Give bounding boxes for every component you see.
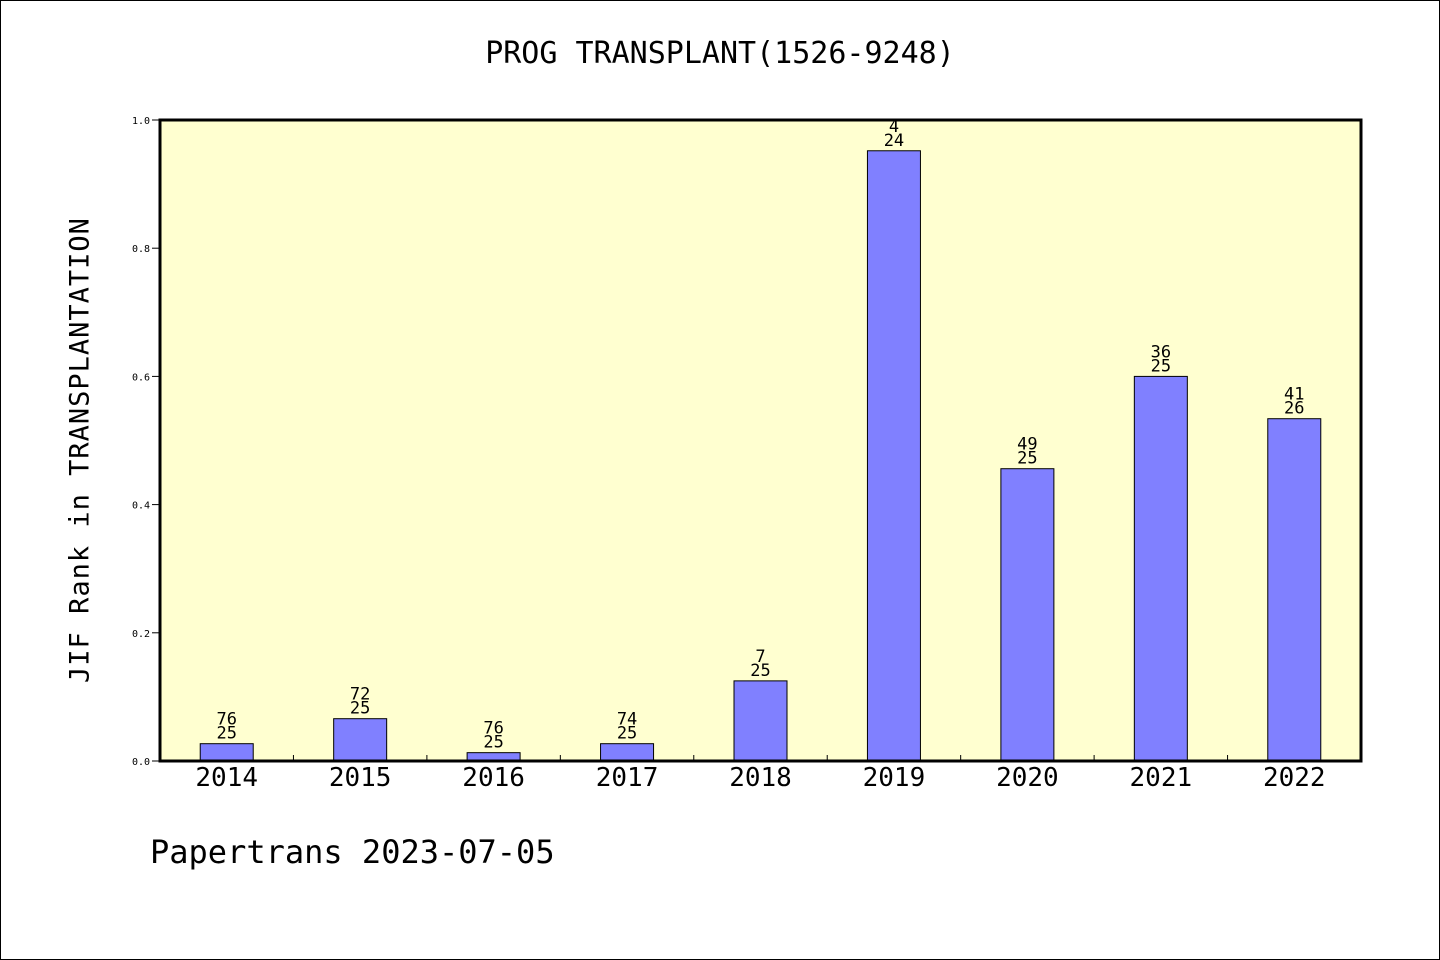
bar-label-rank: 7: [755, 647, 765, 667]
bar-label-rank: 41: [1284, 385, 1304, 405]
x-tick-label: 2016: [462, 763, 525, 793]
bar: [1000, 468, 1055, 762]
y-axis: 0.0 0.2 0.4 0.6 0.8 1.0: [132, 116, 160, 768]
bar-label-total: 26: [1284, 399, 1304, 419]
x-tick-label: 2021: [1130, 763, 1193, 793]
x-tick-label: 2022: [1263, 763, 1326, 793]
bar-label-total: 24: [884, 131, 904, 151]
bars: [199, 150, 1322, 762]
x-tick-label: 2018: [729, 763, 792, 793]
bar: [333, 718, 388, 762]
y-tick-label: 0.2: [132, 629, 150, 640]
bar: [199, 743, 254, 762]
bar-label-rank: 76: [216, 710, 236, 730]
bar-label-rank: 76: [483, 719, 503, 739]
bar: [1133, 375, 1188, 762]
y-tick-label: 0.0: [132, 757, 150, 768]
y-tick-label: 1.0: [132, 116, 150, 127]
bar-label-total: 25: [216, 724, 236, 744]
x-tick-label: 2015: [329, 763, 392, 793]
y-tick-label: 0.6: [132, 372, 150, 383]
bar: [866, 150, 921, 762]
footer-text: Papertrans 2023-07-05: [150, 833, 555, 871]
bar-label-rank: 36: [1151, 342, 1171, 362]
bar-label-rank: 4: [889, 117, 899, 137]
bar-label-rank: 74: [617, 710, 637, 730]
x-tick-label: 2014: [195, 763, 258, 793]
x-tick-label: 2017: [596, 763, 659, 793]
bar-label-total: 25: [350, 699, 370, 719]
x-tick-label: 2019: [863, 763, 926, 793]
bar-label-total: 25: [483, 733, 503, 753]
x-axis: 2014 2015 2016 2017 2018 2019 2020 2021 2022: [195, 755, 1326, 793]
bar-label-total: 25: [1151, 356, 1171, 376]
plot-border: [158, 118, 1363, 763]
bar: [733, 680, 788, 762]
bar: [600, 743, 655, 762]
bar-label-total: 25: [750, 661, 770, 681]
bar-label-rank: 72: [350, 685, 370, 705]
y-tick-label: 0.4: [132, 501, 150, 512]
bar-label-total: 25: [1017, 449, 1037, 469]
y-tick-label: 0.8: [132, 244, 150, 255]
chart-title: PROG TRANSPLANT(1526-9248): [485, 36, 955, 71]
bar: [1267, 418, 1322, 762]
bar-label-rank: 49: [1017, 435, 1037, 455]
bar-label-total: 25: [617, 724, 637, 744]
x-tick-label: 2020: [996, 763, 1059, 793]
